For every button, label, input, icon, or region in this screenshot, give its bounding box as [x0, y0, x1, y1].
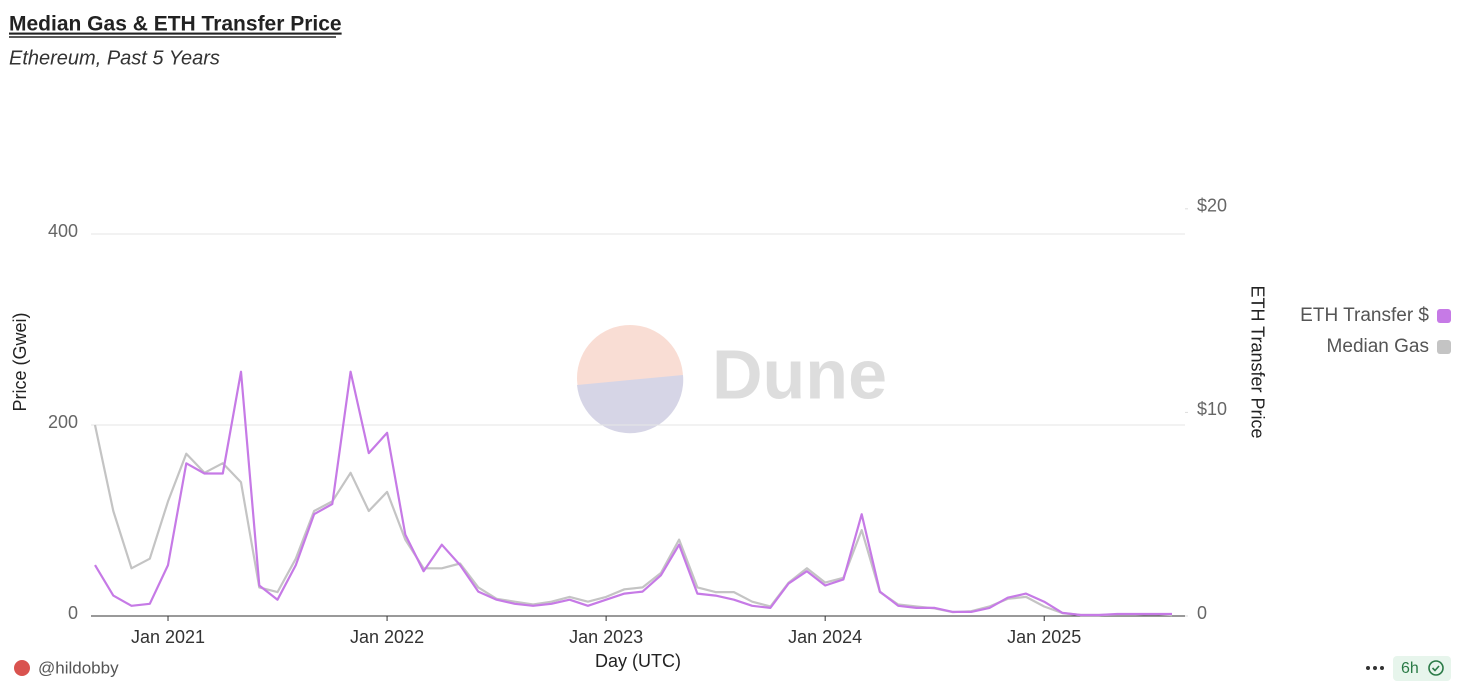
watermark-logo-part — [577, 375, 684, 434]
chart-title[interactable]: Median Gas & ETH Transfer Price — [9, 13, 342, 36]
y-tick-label: 200 — [48, 412, 78, 432]
legend-label: Median Gas — [1327, 336, 1429, 357]
menu-dot — [1373, 666, 1377, 670]
watermark: Dune — [577, 325, 887, 434]
x-tick-label: Jan 2023 — [569, 627, 643, 647]
refresh-label: 6h — [1401, 660, 1419, 677]
watermark-text: Dune — [712, 335, 887, 413]
legend-swatch — [1437, 340, 1451, 354]
menu-dot — [1380, 666, 1384, 670]
y2-tick-label: 0 — [1197, 603, 1207, 623]
author-avatar — [14, 660, 30, 676]
axes: 0 200 400 0 $10 $20 Jan 2021 Jan 2022 Jan 2023 Ja… — [48, 196, 1227, 647]
legend-swatch — [1437, 309, 1451, 323]
x-tick-label: Jan 2022 — [350, 627, 424, 647]
menu-dot — [1366, 666, 1370, 670]
plot-area — [93, 370, 1173, 617]
series-line — [93, 424, 1173, 617]
legend: ETH Transfer $ Median Gas — [1300, 305, 1451, 357]
menu-button[interactable] — [1366, 666, 1384, 670]
y-tick-label: 0 — [68, 603, 78, 623]
x-tick-label: Jan 2025 — [1007, 627, 1081, 647]
refresh-icon — [1428, 660, 1444, 676]
x-tick-label: Jan 2021 — [131, 627, 205, 647]
y2-axis-title: ETH Transfer Price — [1247, 285, 1267, 438]
author[interactable]: @hildobby — [38, 658, 119, 677]
y-axis-title: Price (Gwei) — [10, 312, 30, 411]
grid — [91, 233, 1185, 617]
series-line — [94, 370, 1172, 617]
y2-tick-label: $20 — [1197, 196, 1227, 216]
refresh-check — [1431, 665, 1440, 672]
y-tick-label: 400 — [48, 221, 78, 241]
x-tick-label: Jan 2024 — [788, 627, 862, 647]
y2-tick-label: $10 — [1197, 399, 1227, 419]
x-axis-title: Day (UTC) — [595, 651, 681, 671]
legend-label: ETH Transfer $ — [1300, 305, 1429, 326]
chart-subtitle: Ethereum, Past 5 Years — [9, 47, 220, 69]
